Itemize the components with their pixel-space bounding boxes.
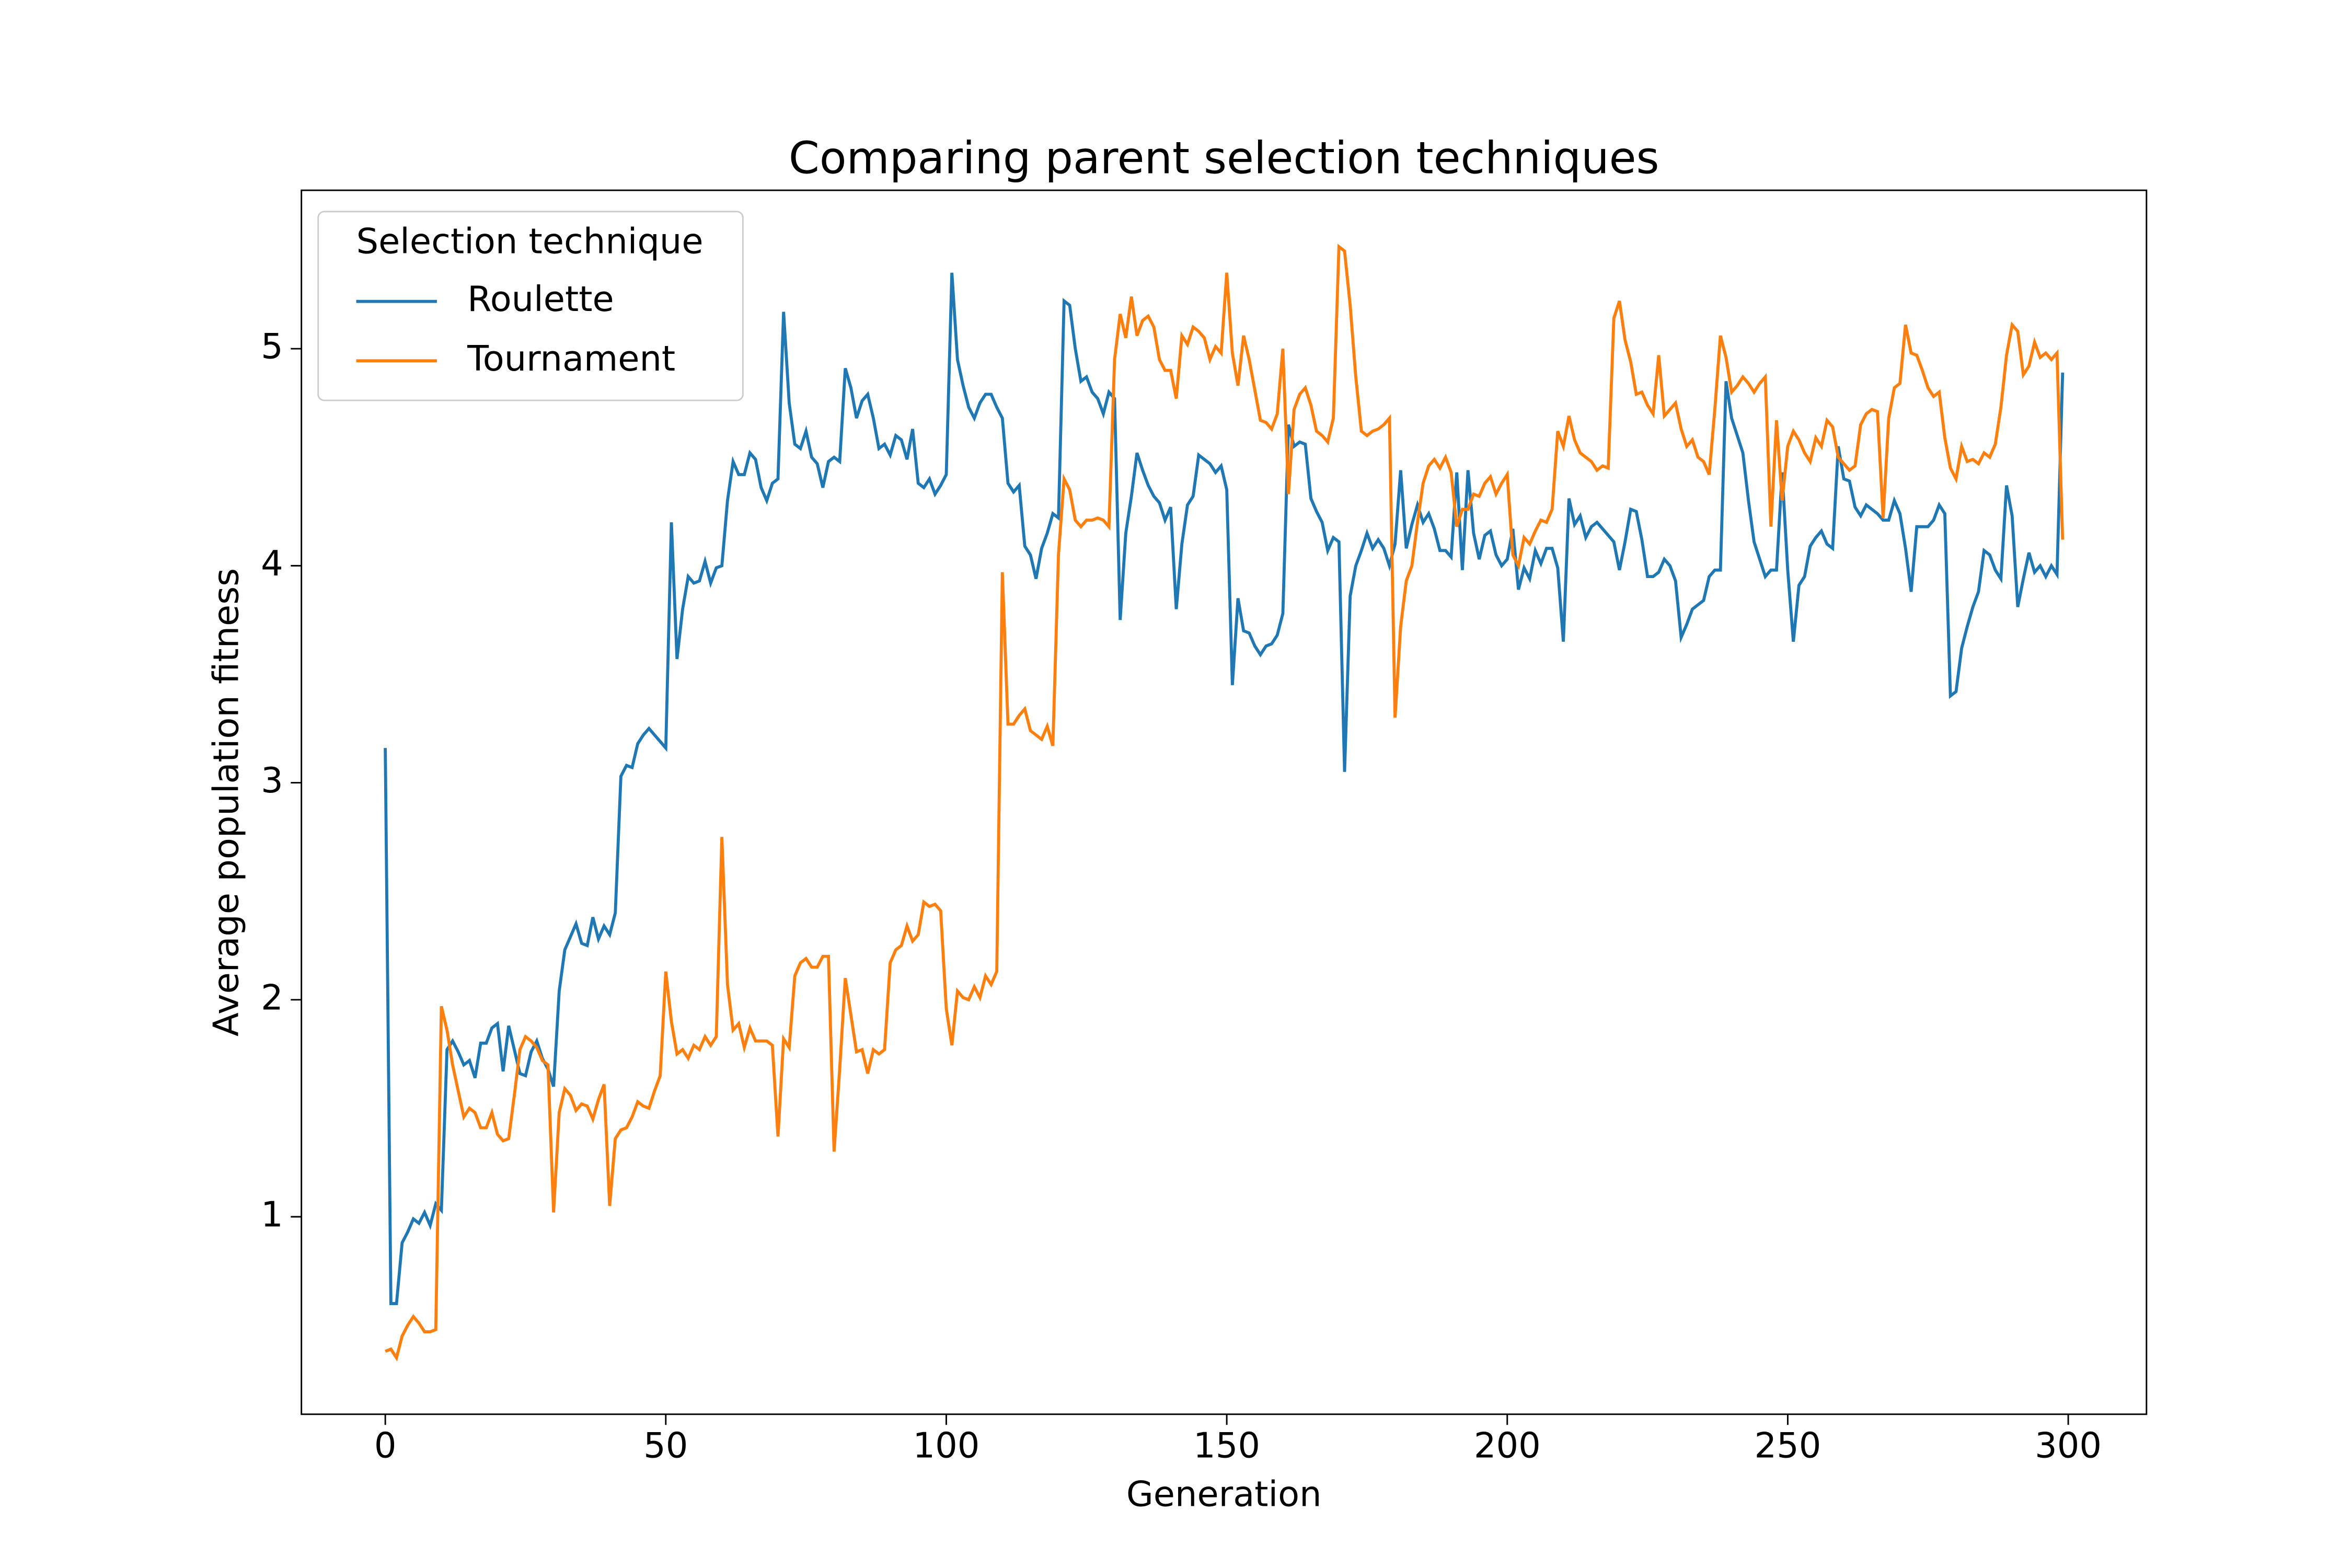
legend-title: Selection technique	[356, 221, 704, 262]
y-tick-label: 5	[261, 326, 283, 367]
y-tick-label: 2	[261, 977, 283, 1018]
y-axis-label: Average population fitness	[205, 568, 246, 1036]
x-tick-label: 50	[643, 1425, 688, 1466]
x-tick-label: 100	[913, 1425, 980, 1466]
legend-frame	[317, 211, 744, 401]
x-tick-label: 250	[1754, 1425, 1821, 1466]
series-line	[385, 244, 2065, 1362]
plot-frame	[301, 189, 2148, 1415]
legend-label: Roulette	[467, 279, 614, 319]
legend-label: Tournament	[467, 338, 675, 379]
y-tick-label: 4	[261, 543, 283, 584]
x-tick-label: 0	[374, 1425, 397, 1466]
x-tick-label: 150	[1193, 1425, 1260, 1466]
x-axis-label: Generation	[1126, 1474, 1322, 1515]
chart-title: Comparing parent selection techniques	[789, 133, 1659, 184]
y-tick-label: 1	[261, 1194, 283, 1235]
x-tick-label: 200	[1474, 1425, 1541, 1466]
y-tick-label: 3	[261, 760, 283, 801]
x-tick-label: 300	[2035, 1425, 2102, 1466]
